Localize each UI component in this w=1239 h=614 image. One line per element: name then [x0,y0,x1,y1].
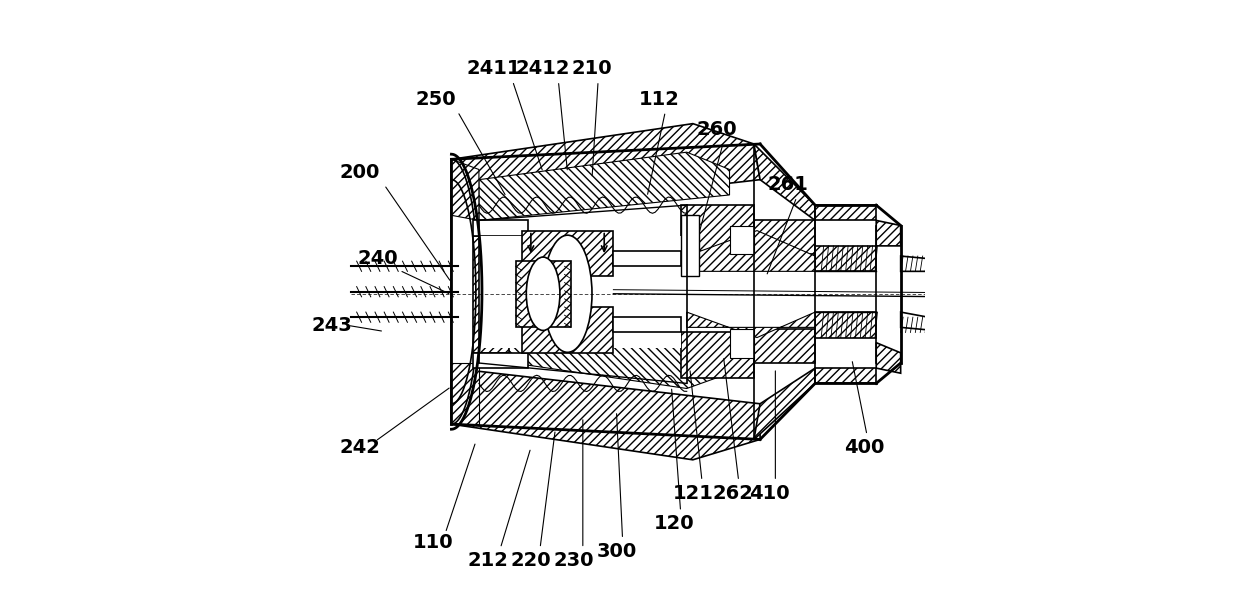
Polygon shape [815,312,876,338]
Polygon shape [686,312,815,338]
Polygon shape [473,236,509,353]
Text: 120: 120 [654,515,695,534]
Text: 240: 240 [358,249,399,268]
Polygon shape [473,220,528,236]
Text: 410: 410 [748,484,789,503]
Polygon shape [479,317,730,389]
Polygon shape [730,225,755,254]
Polygon shape [473,353,528,368]
Polygon shape [451,123,760,216]
Text: 242: 242 [339,438,380,457]
Polygon shape [876,343,901,373]
Text: 212: 212 [467,551,508,570]
Text: 262: 262 [712,484,753,503]
Polygon shape [451,363,479,424]
Polygon shape [755,144,815,220]
Polygon shape [613,251,680,266]
Polygon shape [522,231,613,276]
Text: 210: 210 [571,59,612,78]
Text: 220: 220 [510,551,551,570]
Polygon shape [451,159,479,220]
Ellipse shape [527,257,560,330]
Polygon shape [680,205,755,251]
Polygon shape [815,368,876,383]
Text: 2412: 2412 [515,59,570,78]
Text: 2411: 2411 [467,59,522,78]
Polygon shape [730,330,755,358]
Text: 300: 300 [596,542,637,561]
Polygon shape [755,220,815,254]
Polygon shape [451,368,760,460]
Text: 243: 243 [312,316,353,335]
Polygon shape [479,152,730,220]
Polygon shape [876,220,901,246]
Polygon shape [901,256,955,271]
Text: 121: 121 [673,484,714,503]
Text: 250: 250 [416,90,456,109]
Text: 230: 230 [554,551,593,570]
Text: 261: 261 [767,175,808,194]
Polygon shape [755,368,815,440]
Polygon shape [815,205,876,220]
Polygon shape [515,261,571,327]
Polygon shape [522,307,613,353]
Polygon shape [901,312,955,332]
Bar [680,216,699,276]
Text: 260: 260 [698,120,737,139]
Text: 110: 110 [413,533,453,552]
Polygon shape [755,330,815,363]
Polygon shape [613,317,680,332]
Text: 200: 200 [339,163,380,182]
Ellipse shape [543,235,592,352]
Polygon shape [815,246,876,271]
Bar [479,236,680,348]
Text: 400: 400 [844,438,885,457]
Text: 112: 112 [639,90,680,109]
Polygon shape [680,332,755,378]
Polygon shape [686,231,815,271]
